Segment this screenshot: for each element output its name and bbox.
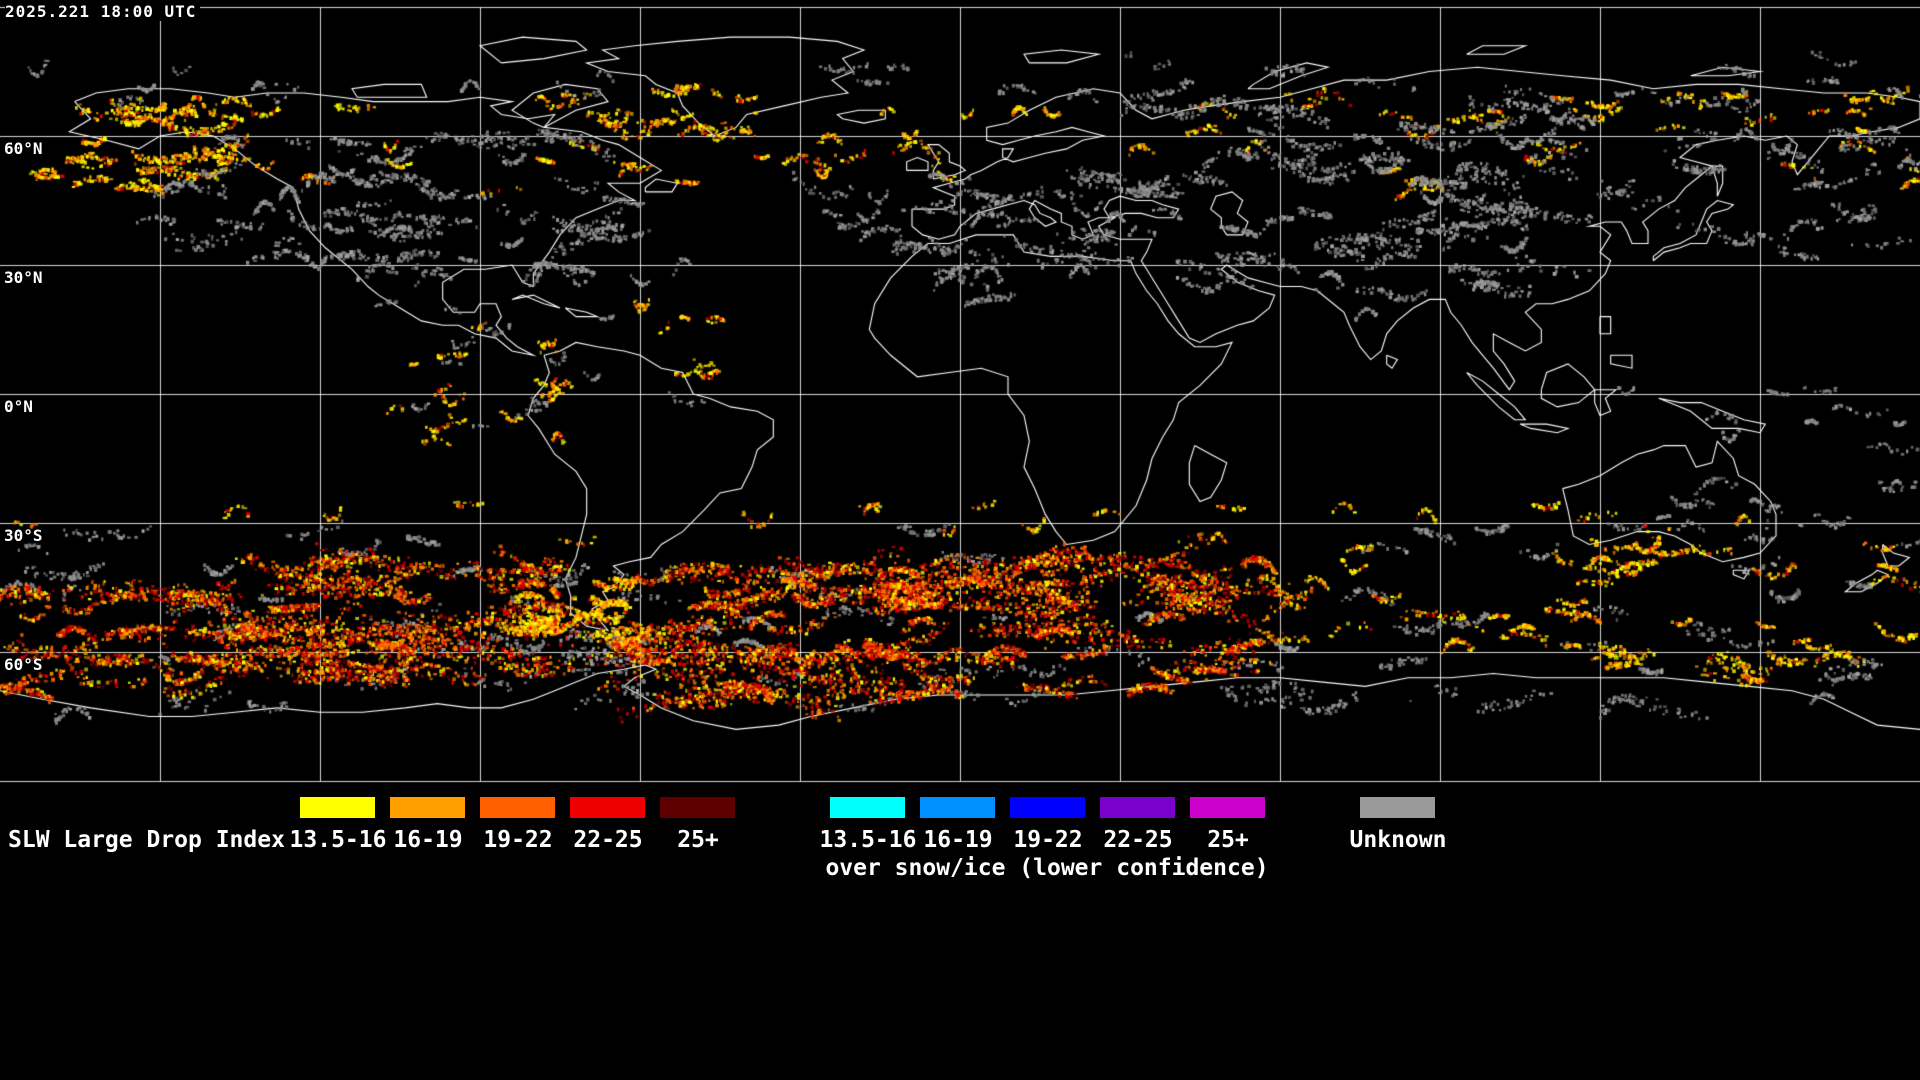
- legend-swatch-normal-4: [570, 797, 645, 818]
- lat-label-60n: 60°N: [4, 139, 43, 158]
- legend-swatch-normal-2: [390, 797, 465, 818]
- timestamp-label: 2025.221 18:00 UTC: [5, 2, 201, 21]
- legend-subtitle: over snow/ice (lower confidence): [825, 855, 1269, 881]
- legend-bin-label: 22-25: [573, 827, 643, 853]
- legend-swatch-snow-4: [1100, 797, 1175, 818]
- legend-bin-label: 16-19: [393, 827, 463, 853]
- legend-bin-label: 13.5-16: [289, 827, 387, 853]
- legend-bin-label-snow: 22-25: [1103, 827, 1173, 853]
- legend-swatch-normal-3: [480, 797, 555, 818]
- legend-unknown-label: Unknown: [1349, 827, 1447, 853]
- lat-label-0n: 0°N: [4, 397, 33, 416]
- legend-title: SLW Large Drop Index: [8, 827, 285, 853]
- legend-bin-label-snow: 16-19: [923, 827, 993, 853]
- legend-swatch-unknown: [1360, 797, 1435, 818]
- legend-bin-label-snow: 25+: [1207, 827, 1249, 853]
- lat-label-30n: 30°N: [4, 268, 43, 287]
- lat-label-30s: 30°S: [4, 526, 43, 545]
- legend-swatch-snow-2: [920, 797, 995, 818]
- legend-bin-label-snow: 13.5-16: [819, 827, 917, 853]
- lat-label-60s: 60°S: [4, 655, 43, 674]
- legend-swatch-normal-5: [660, 797, 735, 818]
- legend-swatch-snow-3: [1010, 797, 1085, 818]
- legend-swatch-snow-5: [1190, 797, 1265, 818]
- legend-bin-label-snow: 19-22: [1013, 827, 1083, 853]
- legend-bin-label: 19-22: [483, 827, 553, 853]
- legend-swatch-snow-1: [830, 797, 905, 818]
- legend-swatch-normal-1: [300, 797, 375, 818]
- legend-bin-label: 25+: [677, 827, 719, 853]
